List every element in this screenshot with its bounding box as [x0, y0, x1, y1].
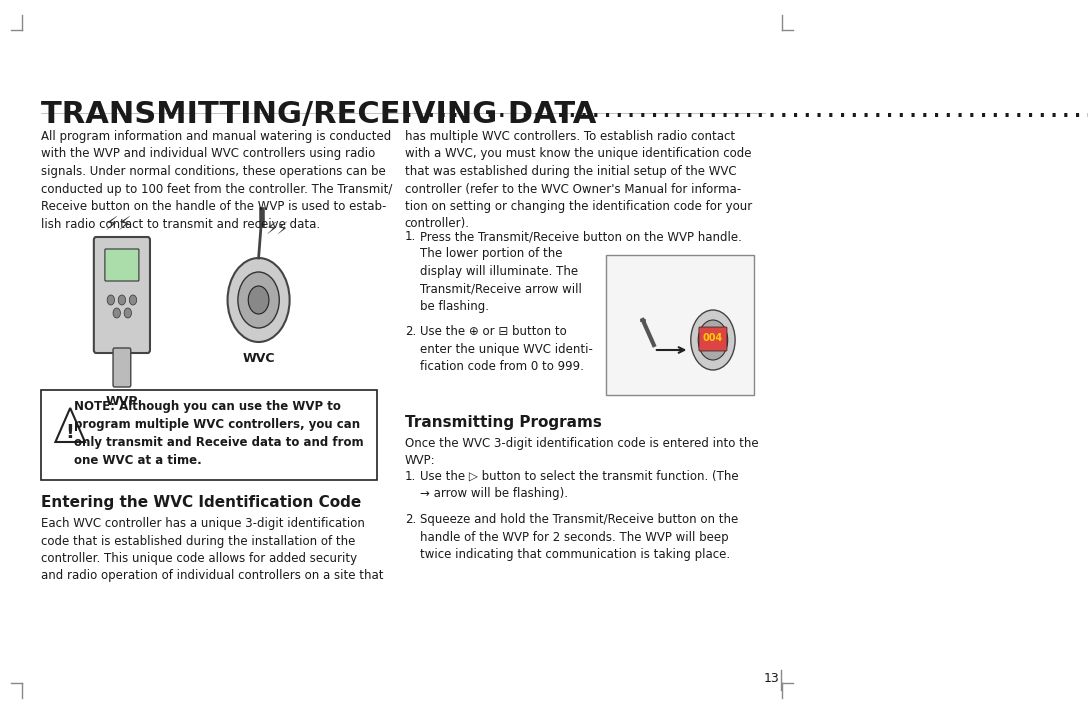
Text: ⚡⚡: ⚡⚡ [104, 215, 132, 234]
Text: !: ! [65, 423, 75, 441]
Text: NOTE: Although you can use the WVP to
program multiple WVC controllers, you can
: NOTE: Although you can use the WVP to pr… [74, 400, 363, 467]
Text: 2.: 2. [405, 513, 416, 526]
Circle shape [691, 310, 735, 370]
Text: 2.: 2. [405, 325, 416, 338]
FancyBboxPatch shape [606, 255, 754, 395]
Circle shape [124, 308, 132, 318]
Circle shape [227, 258, 289, 342]
Text: has multiple WVC controllers. To establish radio contact
with a WVC, you must kn: has multiple WVC controllers. To establi… [405, 130, 752, 230]
Circle shape [113, 308, 121, 318]
Text: TRANSMITTING/RECEIVING DATA: TRANSMITTING/RECEIVING DATA [40, 100, 596, 129]
Circle shape [119, 295, 125, 305]
Text: WVP: WVP [106, 395, 138, 408]
Text: Once the WVC 3-digit identification code is entered into the
WVP:: Once the WVC 3-digit identification code… [405, 437, 758, 468]
Text: 1.: 1. [405, 470, 416, 483]
Text: 004: 004 [703, 333, 724, 343]
Text: Use the ▷ button to select the transmit function. (The
→ arrow will be flashing): Use the ▷ button to select the transmit … [420, 470, 739, 501]
Text: Squeeze and hold the Transmit/Receive button on the
handle of the WVP for 2 seco: Squeeze and hold the Transmit/Receive bu… [420, 513, 738, 561]
FancyBboxPatch shape [94, 237, 150, 353]
Text: WVC: WVC [243, 352, 275, 365]
Text: ⚡⚡: ⚡⚡ [265, 220, 288, 238]
FancyBboxPatch shape [104, 249, 139, 281]
Text: Use the ⊕ or ⊟ button to
enter the unique WVC identi-
fication code from 0 to 99: Use the ⊕ or ⊟ button to enter the uniqu… [420, 325, 593, 373]
FancyBboxPatch shape [698, 327, 727, 351]
Text: Press the Transmit/Receive button on the WVP handle.
The lower portion of the
di: Press the Transmit/Receive button on the… [420, 230, 742, 313]
Text: 13: 13 [764, 672, 779, 685]
Circle shape [238, 272, 280, 328]
Circle shape [129, 295, 137, 305]
Text: 1.: 1. [405, 230, 416, 243]
Polygon shape [55, 408, 85, 442]
Text: ............................................................: ........................................… [403, 102, 1088, 121]
FancyBboxPatch shape [40, 390, 376, 480]
Text: Transmitting Programs: Transmitting Programs [405, 415, 602, 430]
Text: Each WVC controller has a unique 3-digit identification
code that is established: Each WVC controller has a unique 3-digit… [40, 517, 383, 583]
Circle shape [248, 286, 269, 314]
Text: All program information and manual watering is conducted
with the WVP and indivi: All program information and manual water… [40, 130, 392, 230]
Circle shape [698, 320, 728, 360]
Text: Entering the WVC Identification Code: Entering the WVC Identification Code [40, 495, 361, 510]
FancyBboxPatch shape [113, 348, 131, 387]
Circle shape [107, 295, 114, 305]
